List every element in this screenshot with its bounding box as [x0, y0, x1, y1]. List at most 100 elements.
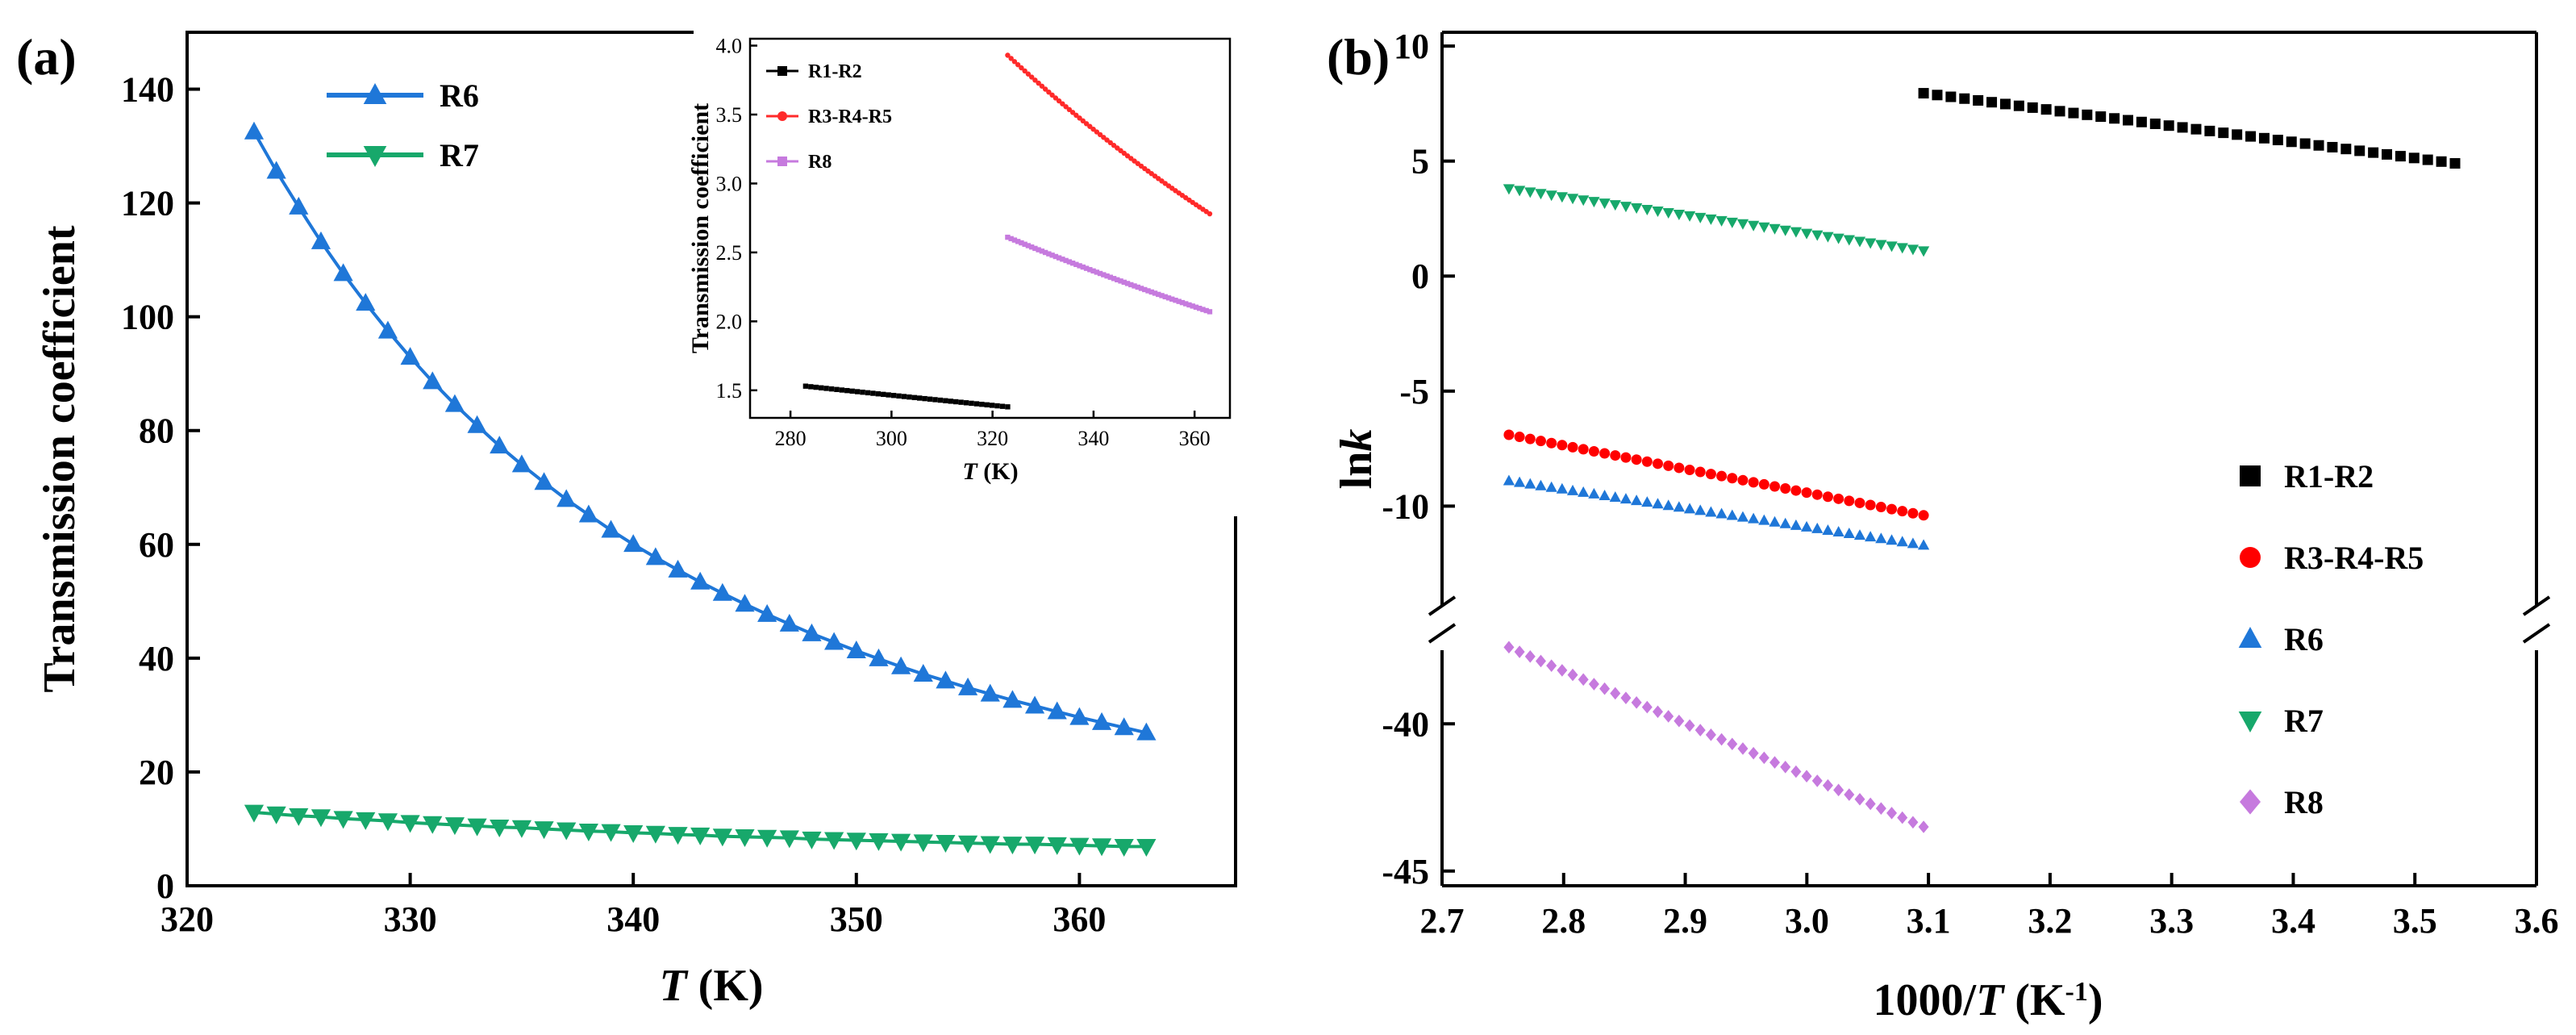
panel-a-x-axis-unit: (K): [687, 961, 764, 1011]
panel-a-data-point-r6: [690, 571, 711, 590]
panel-a-data-point-r7: [289, 808, 309, 826]
panel-b-data-point-r7: [1779, 225, 1791, 236]
panel-a-data-point-r7: [690, 827, 711, 845]
panel-b-data-point-r6: [1535, 479, 1547, 490]
panel-b-x-axis-pre: 1000/: [1874, 975, 1978, 1025]
inset-data-point-r3-r4-r5: [1080, 118, 1086, 124]
panel-b-data-point-r3-r4-r5: [1833, 493, 1844, 504]
panel-b-y-axis-pre: ln: [1332, 452, 1382, 490]
inset-data-point-r1-r2: [890, 392, 897, 399]
panel-b-y-tick-label: 5: [1411, 142, 1429, 182]
inset-x-axis-unit: (K): [977, 458, 1019, 485]
panel-b-series-r7: [1503, 184, 1930, 257]
panel-b-data-point-r6: [1917, 539, 1930, 550]
inset-data-point-r3-r4-r5: [1063, 104, 1069, 110]
inset-data-point-r8: [1077, 263, 1082, 269]
inset-x-tick-label: 280: [775, 427, 807, 450]
panel-b-data-point-r7: [1822, 232, 1834, 243]
panel-b-data-point-r8: [1684, 719, 1695, 732]
panel-b-data-point-r8: [1897, 811, 1908, 824]
panel-a-data-point-r6: [735, 594, 755, 612]
panel-b-data-point-r1-r2: [2218, 127, 2229, 139]
inset-legend-label-r3-r4-r5: R3-R4-R5: [808, 106, 892, 127]
panel-b-data-point-r1-r2: [1986, 97, 1998, 108]
panel-b-data-point-r8: [1705, 728, 1716, 741]
panel-b-data-point-r8: [1588, 678, 1599, 691]
panel-b-data-point-r3-r4-r5: [1674, 462, 1685, 474]
panel-b-data-point-r8: [1663, 710, 1674, 723]
panel-a-legend-marker-r6: [363, 83, 387, 105]
panel-b-data-point-r1-r2: [2340, 144, 2352, 155]
panel-b-data-point-r3-r4-r5: [1567, 441, 1578, 453]
inset-data-point-r8: [1165, 295, 1172, 301]
panel-a-y-axis-title: Transmission coefficient: [35, 225, 85, 692]
panel-a-data-point-r6: [534, 472, 554, 490]
panel-b-data-point-r1-r2: [2408, 152, 2420, 164]
inset-data-point-r1-r2: [839, 387, 845, 393]
inset-data-point-r1-r2: [875, 390, 882, 397]
panel-b-data-point-r7: [1619, 202, 1632, 213]
inset-data-point-r3-r4-r5: [1083, 121, 1090, 127]
panel-a-data-point-r7: [779, 830, 799, 849]
panel-b-data-point-r3-r4-r5: [1514, 432, 1525, 443]
panel-b-data-point-r3-r4-r5: [1578, 444, 1589, 455]
inset-data-point-r8: [1019, 240, 1024, 246]
panel-b-data-point-r1-r2: [2258, 132, 2270, 144]
inset-data-point-r8: [1036, 247, 1041, 252]
panel-b-data-point-r1-r2: [2395, 151, 2406, 162]
panel-b-data-point-r7: [1832, 233, 1844, 244]
inset-data-point-r8: [1111, 276, 1117, 282]
panel-a-data-point-r6: [1002, 690, 1023, 708]
inset-data-point-r1-r2: [932, 397, 938, 403]
panel-b-data-point-r1-r2: [2327, 141, 2338, 152]
inset-data-point-r8: [1197, 306, 1203, 311]
panel-a-data-point-r6: [824, 632, 844, 650]
panel-b-data-point-r8: [1737, 742, 1749, 755]
panel-b-data-point-r6: [1886, 534, 1898, 545]
panel-a-data-point-r7: [467, 818, 487, 837]
inset-data-point-r3-r4-r5: [1066, 106, 1073, 113]
panel-b-data-point-r3-r4-r5: [1588, 445, 1599, 457]
panel-a-y-tick-label: 120: [121, 184, 174, 223]
panel-a-data-point-r6: [913, 663, 933, 682]
panel-b-data-point-r6: [1566, 484, 1579, 495]
inset-data-point-r3-r4-r5: [1022, 68, 1027, 74]
panel-a-data-point-r7: [757, 829, 777, 848]
panel-b-data-point-r7: [1917, 246, 1930, 257]
panel-b-axis-break-mark: [2522, 595, 2551, 616]
panel-a-y-tick-label: 40: [139, 639, 174, 678]
panel-b-data-point-r3-r4-r5: [1684, 464, 1695, 475]
panel-a-data-point-r7: [511, 820, 531, 838]
panel-b-data-point-r7: [1865, 238, 1877, 249]
panel-a-data-point-r7: [913, 834, 933, 853]
panel-a-data-point-r7: [980, 836, 1000, 854]
inset-data-point-r1-r2: [927, 396, 933, 402]
panel-b-data-point-r6: [1832, 526, 1844, 537]
panel-b-data-point-r6: [1896, 536, 1908, 547]
panel-a-data-point-r7: [578, 823, 598, 841]
panel-b-data-point-r7: [1736, 219, 1749, 230]
inset-x-tick-label: 320: [977, 427, 1008, 450]
panel-a-data-point-r7: [534, 821, 554, 840]
panel-a-data-point-r7: [244, 804, 265, 823]
panel-b-data-point-r7: [1503, 184, 1515, 195]
panel-b-data-point-r7: [1545, 190, 1557, 202]
panel-b-data-point-r7: [1896, 243, 1908, 254]
inset-data-point-r3-r4-r5: [1207, 211, 1213, 217]
inset-data-point-r8: [1179, 299, 1186, 306]
panel-a-x-tick-label: 340: [606, 899, 660, 939]
inset-data-point-r1-r2: [828, 386, 835, 392]
inset-data-point-r8: [1193, 304, 1199, 310]
panel-b-data-point-r7: [1875, 240, 1887, 251]
inset-data-point-r3-r4-r5: [1019, 65, 1024, 71]
panel-a-data-point-r6: [891, 656, 911, 674]
panel-a-y-tick-label: 60: [139, 525, 174, 565]
panel-b-data-point-r1-r2: [2313, 140, 2324, 151]
panel-b-data-point-r6: [1853, 529, 1866, 540]
panel-b-data-point-r3-r4-r5: [1907, 507, 1919, 519]
panel-a-data-point-r7: [1114, 838, 1134, 857]
panel-b-data-point-r6: [1747, 512, 1760, 524]
inset-background: [694, 24, 1250, 516]
panel-b-data-point-r7: [1758, 222, 1770, 233]
inset-data-point-r3-r4-r5: [1049, 92, 1055, 98]
